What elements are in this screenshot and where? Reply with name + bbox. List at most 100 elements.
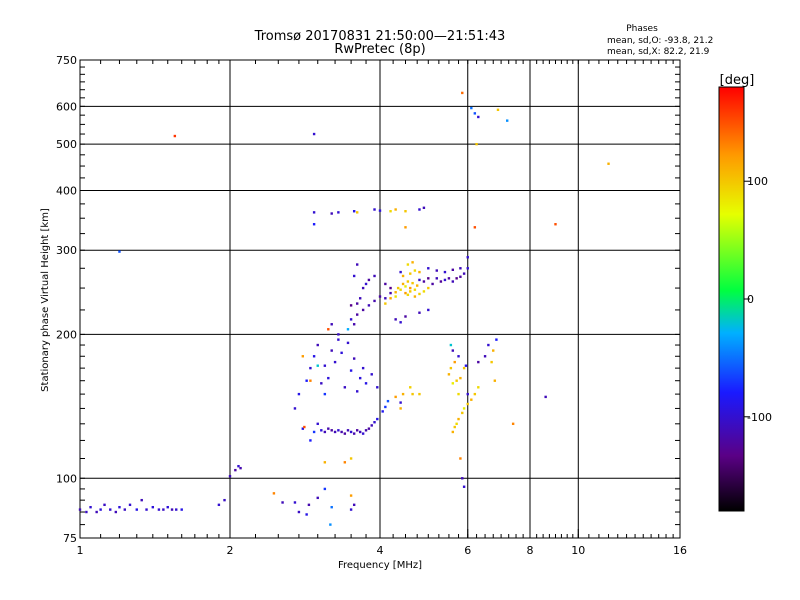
data-point: [352, 323, 356, 326]
data-point: [394, 318, 397, 321]
data-point: [449, 343, 453, 347]
data-point: [316, 496, 319, 500]
data-point: [370, 373, 373, 376]
data-point: [483, 355, 487, 358]
data-point: [378, 295, 382, 298]
data-point: [447, 277, 451, 280]
data-point: [162, 508, 165, 511]
data-point: [352, 210, 356, 213]
y-tick-label: 500: [56, 138, 77, 151]
data-point: [320, 382, 323, 385]
data-point: [505, 119, 509, 122]
data-point: [78, 508, 82, 511]
data-point: [399, 321, 402, 324]
data-point: [364, 429, 368, 432]
data-point: [309, 366, 312, 370]
data-point: [343, 461, 347, 464]
data-point: [312, 223, 316, 226]
data-point: [427, 308, 430, 312]
data-point: [422, 206, 426, 210]
data-point: [473, 226, 477, 229]
data-point: [297, 392, 301, 396]
data-point: [330, 323, 333, 326]
data-point: [411, 392, 414, 396]
data-point: [340, 351, 343, 355]
data-point: [422, 280, 426, 283]
data-point: [355, 263, 359, 266]
data-point: [301, 427, 305, 430]
data-point: [435, 269, 438, 272]
data-point: [384, 297, 387, 300]
data-point: [358, 376, 362, 380]
y-tick-label: 75: [63, 532, 77, 545]
data-point: [228, 475, 232, 478]
data-point: [453, 425, 456, 429]
x-tick-label: 2: [227, 544, 234, 557]
x-tick-label: 4: [377, 544, 384, 557]
data-point: [384, 405, 387, 409]
data-point: [337, 429, 340, 432]
data-point: [370, 424, 373, 427]
data-point: [389, 291, 392, 295]
data-point: [404, 291, 407, 295]
data-point: [451, 268, 455, 271]
data-point: [103, 503, 106, 507]
data-point: [455, 277, 458, 280]
data-point: [330, 212, 333, 215]
data-point: [128, 503, 132, 507]
data-point: [95, 510, 98, 514]
colorbar-tick-label: 0: [747, 293, 754, 306]
data-point: [451, 382, 455, 385]
data-point: [418, 392, 421, 396]
data-point: [381, 410, 384, 413]
data-point: [492, 349, 495, 352]
y-tick-label: 300: [56, 244, 77, 257]
data-point: [384, 282, 387, 286]
data-point: [234, 468, 237, 472]
data-point: [323, 430, 327, 434]
data-point: [330, 429, 333, 432]
data-point: [495, 338, 498, 341]
data-point: [427, 286, 430, 290]
data-point: [475, 142, 478, 146]
data-points: [78, 91, 610, 526]
colorbar-tick-label: -100: [747, 411, 772, 424]
data-point: [361, 308, 365, 312]
data-point: [355, 313, 359, 316]
data-point: [459, 275, 462, 278]
data-point: [473, 112, 477, 115]
data-point: [413, 295, 417, 298]
data-point: [461, 477, 464, 480]
data-point: [323, 364, 327, 367]
data-point: [361, 286, 365, 290]
data-point: [312, 355, 316, 358]
data-point: [373, 274, 376, 278]
y-tick-label: 100: [56, 472, 77, 485]
colorbar-tick-label: 100: [747, 175, 768, 188]
data-point: [358, 297, 362, 300]
data-point: [333, 430, 337, 434]
data-point: [135, 508, 138, 511]
data-point: [337, 211, 340, 214]
data-point: [349, 508, 353, 511]
data-point: [323, 487, 327, 491]
data-point: [477, 386, 480, 389]
data-point: [459, 267, 462, 270]
data-point: [431, 282, 434, 286]
data-point: [352, 503, 356, 507]
data-point: [411, 261, 414, 264]
x-tick-label: 8: [527, 544, 534, 557]
colorbar-ticks: 100 0 -100: [744, 175, 772, 424]
data-point: [361, 366, 365, 370]
data-point: [394, 291, 397, 294]
data-point: [457, 355, 460, 358]
data-point: [89, 505, 92, 509]
data-point: [358, 430, 362, 434]
data-point: [309, 439, 312, 442]
data-point: [373, 299, 376, 303]
data-point: [337, 333, 340, 336]
data-point: [352, 432, 356, 435]
data-point: [389, 297, 392, 300]
data-point: [427, 267, 430, 270]
